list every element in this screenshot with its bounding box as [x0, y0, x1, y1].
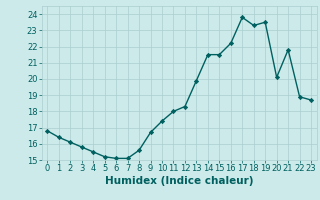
- X-axis label: Humidex (Indice chaleur): Humidex (Indice chaleur): [105, 176, 253, 186]
